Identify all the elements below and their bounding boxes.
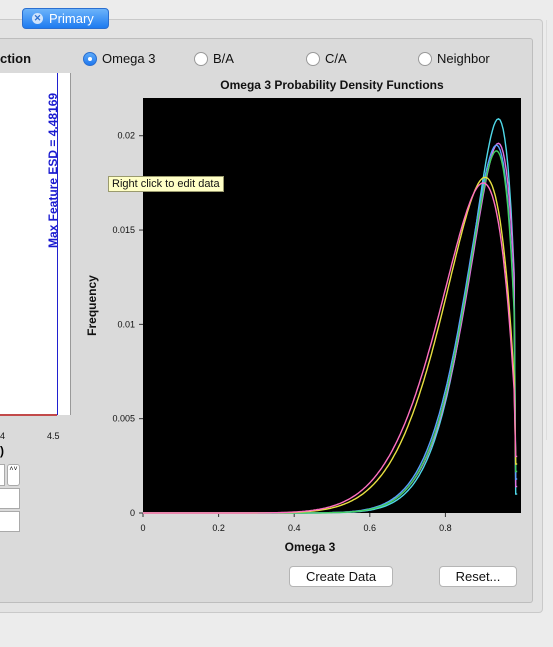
y-tick-label: 0.02 [117,131,135,141]
y-tick-label: 0 [130,508,135,518]
x-axis-label: Omega 3 [285,540,336,554]
y-axis-label: Frequency [85,275,99,336]
tab-primary[interactable]: ✕ Primary [22,8,109,29]
radio-button-neighbor[interactable] [418,51,432,66]
window-scrollbar[interactable] [546,20,553,440]
x-tick-label: 0.6 [364,523,377,533]
y-tick-label: 0.005 [112,414,135,424]
left-tick-label: 4.5 [47,431,60,441]
plot-area [143,98,521,513]
create-data-button[interactable]: Create Data [289,566,393,587]
left-panel-title: ction [0,51,32,66]
radio-label: Neighbor [437,51,490,66]
radio-button-ba[interactable] [194,51,208,66]
tab-label: Primary [49,11,94,26]
close-icon[interactable]: ✕ [32,13,43,24]
radio-ba[interactable]: B/A [194,51,234,66]
y-tick-label: 0.01 [117,319,135,329]
series-line [143,182,518,514]
y-tick-label: 0.015 [112,225,135,235]
tooltip: Right click to edit data [108,176,224,192]
radio-label: C/A [325,51,347,66]
max-esd-line [57,73,58,415]
radio-ca[interactable]: C/A [306,51,347,66]
x-tick-label: 0 [140,523,145,533]
radio-label: Omega 3 [102,51,156,66]
chart-title: Omega 3 Probability Density Functions [220,78,444,92]
left-stepper[interactable]: ˄˅ [7,464,20,486]
left-tick-label: 4 [0,431,6,441]
radio-button-ca[interactable] [306,51,320,66]
radio-button-omega3[interactable] [83,51,97,66]
left-axis-label: ) [0,444,4,458]
x-tick-label: 0.4 [288,523,301,533]
radio-label: B/A [213,51,234,66]
left-plot[interactable] [0,73,71,415]
reset-button[interactable]: Reset... [439,566,517,587]
left-plot-baseline [0,414,57,416]
left-input-field-1[interactable] [0,488,20,509]
left-input-field-2[interactable] [0,511,20,532]
x-tick-label: 0.2 [212,523,225,533]
radio-omega3[interactable]: Omega 3 [83,51,155,66]
left-number-field[interactable] [0,464,5,486]
x-tick-label: 0.8 [439,523,452,533]
radio-neighbor[interactable]: Neighbor [418,51,490,66]
